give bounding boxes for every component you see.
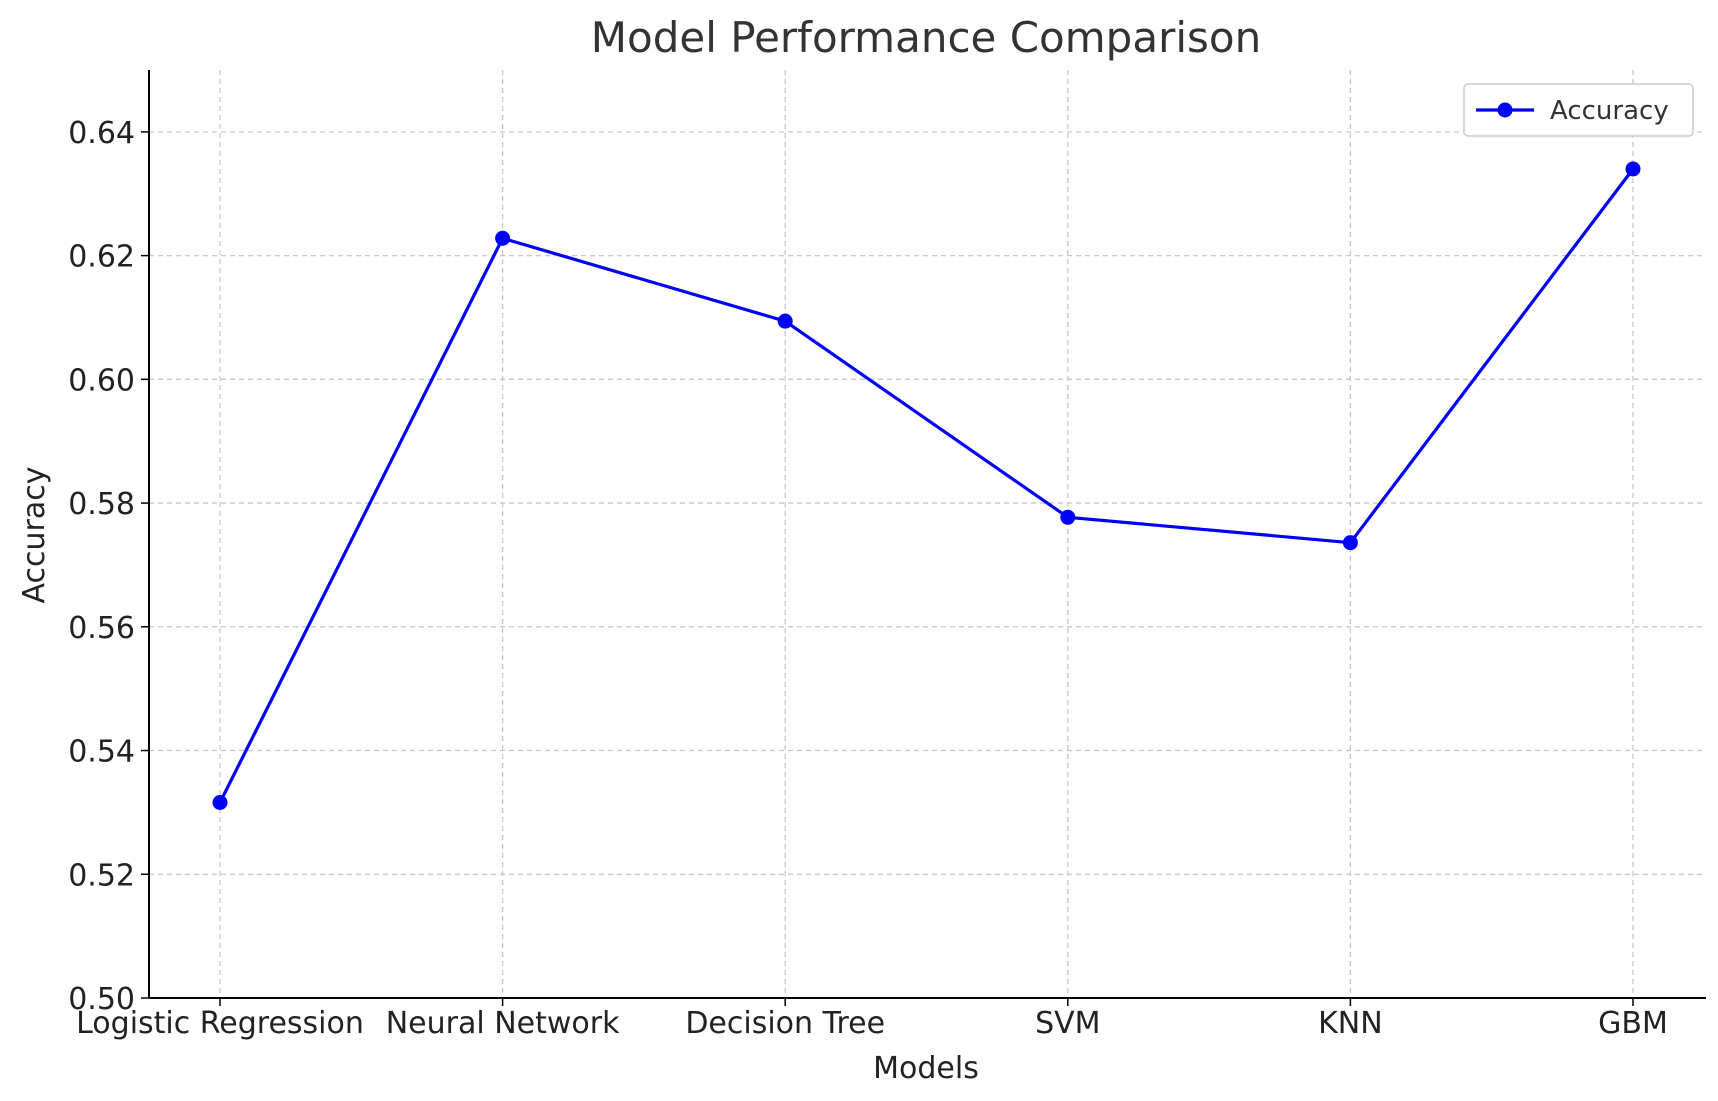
x-tick-label: KNN: [1318, 1006, 1383, 1041]
axes: [141, 70, 1706, 1006]
y-tick-label: 0.62: [68, 240, 135, 275]
y-tick-label: 0.64: [68, 116, 135, 151]
y-tick-label: 0.58: [68, 487, 135, 522]
y-tick-label: 0.52: [68, 858, 135, 893]
grid-lines: [149, 70, 1706, 998]
y-tick-label: 0.60: [68, 363, 135, 398]
x-tick-label: Decision Tree: [685, 1006, 885, 1041]
data-point: [495, 230, 511, 246]
data-point: [777, 313, 793, 329]
y-tick-label: 0.56: [68, 611, 135, 646]
legend: Accuracy: [1463, 83, 1694, 137]
y-tick-label: 0.50: [68, 982, 135, 1017]
x-axis-label: Models: [873, 1051, 979, 1086]
chart-title: Model Performance Comparison: [591, 13, 1261, 62]
x-tick-label: GBM: [1598, 1006, 1668, 1041]
legend-frame: [1463, 83, 1694, 137]
data-point: [1342, 535, 1358, 551]
x-tick-label: Logistic Regression: [76, 1006, 364, 1041]
legend-entry-label: Accuracy: [1550, 96, 1669, 126]
y-tick-label: 0.54: [68, 735, 135, 770]
y-axis-label: Accuracy: [17, 467, 52, 604]
data-point: [212, 795, 228, 811]
legend-marker: [1497, 102, 1513, 118]
y-tick-labels: 0.50 0.52 0.54 0.56 0.58 0.60 0.62 0.64: [68, 116, 135, 1017]
data-point: [1060, 509, 1076, 525]
series-line: [218, 168, 1635, 804]
x-tick-label: Neural Network: [386, 1006, 620, 1041]
x-tick-label: SVM: [1035, 1006, 1100, 1041]
data-point: [1625, 161, 1641, 177]
series-layer: [212, 161, 1641, 811]
x-tick-labels: Logistic Regression Neural Network Decisio…: [76, 1006, 1668, 1041]
